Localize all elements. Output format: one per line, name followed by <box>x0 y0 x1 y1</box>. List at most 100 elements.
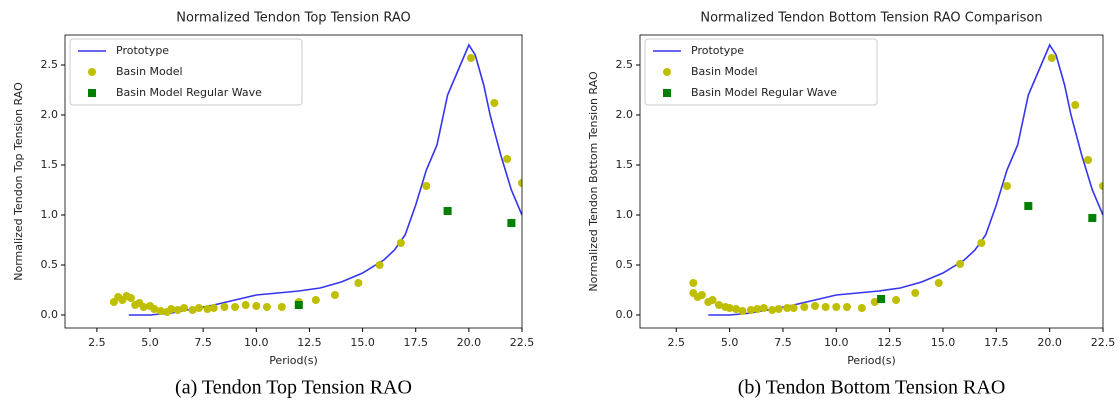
x-tick-label: 10.0 <box>824 336 849 349</box>
circle-marker <box>126 294 135 302</box>
circle-marker <box>396 239 405 247</box>
square-marker <box>294 301 303 309</box>
circle-marker <box>422 182 431 190</box>
circle-marker <box>768 306 777 314</box>
circle-marker <box>209 304 218 312</box>
circle-marker <box>911 289 920 297</box>
prototype-line <box>708 43 1103 316</box>
circle-marker <box>892 296 901 304</box>
circle-marker <box>697 291 706 299</box>
x-tick-label: 5.0 <box>141 336 159 349</box>
x-tick-label: 15.0 <box>931 336 956 349</box>
circle-marker <box>277 303 286 311</box>
caption: (b) Tendon Bottom Tension RAO <box>738 377 1006 399</box>
circle-marker <box>188 306 197 314</box>
circle-marker <box>354 279 363 287</box>
x-tick-label: 20.0 <box>457 336 482 349</box>
circle-marker <box>311 296 320 304</box>
circle-marker <box>180 304 189 312</box>
legend-label: Basin Model Regular Wave <box>691 86 837 99</box>
circle-marker <box>689 279 698 287</box>
square-marker <box>1024 202 1033 210</box>
x-tick-label: 5.0 <box>721 336 739 349</box>
circle-marker <box>194 304 203 312</box>
circle-marker <box>241 301 250 309</box>
circle-marker <box>753 305 762 313</box>
y-tick-label: 1.0 <box>41 208 59 221</box>
legend-swatch <box>663 68 671 76</box>
y-tick-label: 1.5 <box>616 158 634 171</box>
circle-marker <box>330 291 339 299</box>
x-tick-label: 2.5 <box>88 336 106 349</box>
circle-marker <box>732 305 741 313</box>
x-tick-label: 10.0 <box>244 336 269 349</box>
legend-swatch <box>88 89 96 97</box>
legend-label: Prototype <box>116 44 169 57</box>
legend-box <box>644 38 878 106</box>
square-marker <box>507 219 516 227</box>
square-marker <box>877 295 886 303</box>
circle-marker <box>738 307 747 315</box>
y-tick-label: 1.0 <box>616 208 634 221</box>
circle-marker <box>934 279 943 287</box>
circle-marker <box>518 179 522 187</box>
prototype-line <box>128 43 522 316</box>
circle-marker <box>1071 101 1080 109</box>
circle-marker <box>977 239 986 247</box>
circle-marker <box>1047 54 1056 62</box>
circle-marker <box>746 306 755 314</box>
circle-marker <box>870 298 879 306</box>
circle-marker <box>466 54 475 62</box>
x-tick-label: 22.5 <box>1091 336 1116 349</box>
plot-area <box>109 43 522 316</box>
circle-marker <box>252 302 261 310</box>
circle-marker <box>821 303 830 311</box>
circle-marker <box>759 304 768 312</box>
y-tick-label: 0.0 <box>616 308 634 321</box>
x-tick-label: 12.5 <box>877 336 902 349</box>
circle-marker <box>139 303 148 311</box>
legend-label: Basin Model <box>116 65 183 78</box>
circle-marker <box>231 303 240 311</box>
circle-marker <box>1084 156 1093 164</box>
y-tick-label: 1.5 <box>41 158 59 171</box>
y-tick-label: 2.5 <box>41 58 59 71</box>
legend-swatch <box>88 68 96 76</box>
circle-marker <box>842 303 851 311</box>
x-tick-label: 17.5 <box>403 336 428 349</box>
chart-title: Normalized Tendon Bottom Tension RAO Com… <box>700 11 1042 26</box>
circle-marker <box>774 305 783 313</box>
legend-label: Prototype <box>691 44 744 57</box>
circle-marker <box>503 155 512 163</box>
y-tick-label: 0.5 <box>41 258 59 271</box>
circle-marker <box>375 261 384 269</box>
circle-marker <box>857 304 866 312</box>
circle-marker <box>150 305 159 313</box>
circle-marker <box>1002 182 1011 190</box>
circle-marker <box>810 302 819 310</box>
circle-marker <box>1099 182 1103 190</box>
circle-marker <box>173 306 182 314</box>
circle-marker <box>220 303 229 311</box>
circle-marker <box>725 304 734 312</box>
y-tick-label: 0.5 <box>616 258 634 271</box>
square-marker <box>443 207 452 215</box>
x-tick-label: 12.5 <box>297 336 322 349</box>
legend-label: Basin Model Regular Wave <box>116 86 262 99</box>
circle-marker <box>156 307 165 315</box>
x-tick-label: 2.5 <box>668 336 686 349</box>
square-marker <box>1088 214 1097 222</box>
y-tick-label: 2.5 <box>616 58 634 71</box>
circle-marker <box>167 305 176 313</box>
legend-swatch <box>663 89 671 97</box>
y-tick-label: 0.0 <box>41 308 59 321</box>
y-axis-label: Normalized Tendon Top Tension RAO <box>12 82 25 281</box>
x-tick-label: 22.5 <box>510 336 535 349</box>
circle-marker <box>956 260 965 268</box>
plot-area <box>689 43 1103 316</box>
axes-frame <box>64 34 523 329</box>
x-axis-label: Period(s) <box>269 354 318 367</box>
circle-marker <box>832 303 841 311</box>
x-tick-label: 17.5 <box>984 336 1009 349</box>
